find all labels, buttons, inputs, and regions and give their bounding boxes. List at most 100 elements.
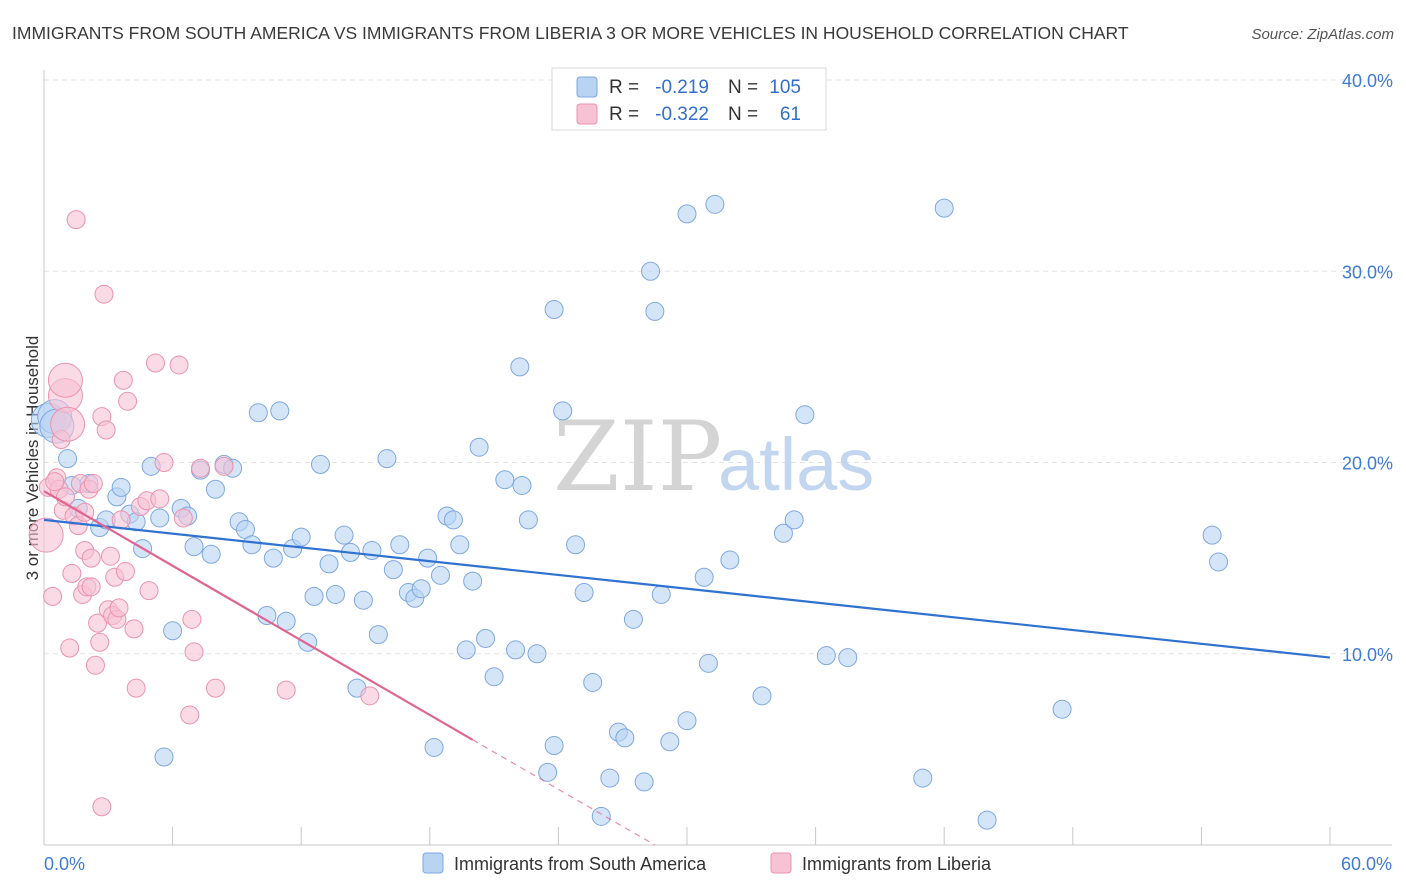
- data-point: [242, 535, 262, 555]
- y-tick-label: 20.0%: [1342, 454, 1393, 474]
- data-point: [205, 479, 225, 499]
- data-point: [544, 300, 564, 319]
- data-point: [81, 548, 101, 568]
- data-point: [698, 653, 718, 673]
- data-point: [47, 362, 83, 398]
- data-point: [100, 546, 120, 566]
- legend-series: Immigrants from South America Immigrants…: [422, 852, 992, 874]
- data-point: [784, 510, 804, 530]
- data-point: [431, 565, 451, 585]
- data-point: [150, 489, 170, 509]
- data-point: [28, 517, 64, 553]
- data-point: [615, 728, 635, 748]
- data-point: [600, 768, 620, 788]
- data-point: [184, 537, 204, 557]
- data-point: [424, 737, 444, 757]
- legend-n-value-1: 105: [769, 77, 801, 98]
- series-liberia-points: [28, 210, 380, 817]
- data-point: [184, 642, 204, 662]
- legend-n-label-1: N =: [728, 77, 758, 98]
- data-point: [418, 548, 438, 568]
- chart-title: IMMIGRANTS FROM SOUTH AMERICA VS IMMIGRA…: [12, 23, 1129, 43]
- data-point: [58, 449, 78, 469]
- watermark: ZIP atlas: [553, 401, 874, 513]
- data-point: [752, 686, 772, 706]
- data-point: [469, 437, 489, 457]
- data-point: [109, 598, 129, 618]
- data-point: [1202, 525, 1222, 545]
- data-point: [443, 510, 463, 530]
- data-point: [484, 667, 504, 687]
- data-point: [180, 705, 200, 725]
- data-point: [319, 554, 339, 574]
- data-point: [677, 204, 697, 224]
- data-point: [263, 548, 283, 568]
- data-point: [390, 535, 410, 555]
- data-point: [838, 648, 858, 668]
- legend-stats: R = -0.219 N = 105 R = -0.322 N = 61: [551, 67, 827, 131]
- data-point: [111, 477, 131, 497]
- data-point: [506, 640, 526, 660]
- data-point: [934, 198, 954, 218]
- legend-n-label-2: N =: [728, 104, 758, 125]
- trend-line-liberia-extension: [472, 739, 656, 846]
- data-point: [720, 550, 740, 570]
- data-point: [641, 261, 661, 281]
- data-point: [512, 475, 532, 495]
- bottom-legend-label-liberia: Immigrants from Liberia: [802, 854, 992, 874]
- data-point: [360, 686, 380, 706]
- data-point: [913, 768, 933, 788]
- data-point: [111, 510, 131, 530]
- data-point: [591, 806, 611, 826]
- data-point: [154, 747, 174, 767]
- data-point: [169, 355, 189, 375]
- data-point: [276, 611, 296, 631]
- data-point: [43, 586, 63, 606]
- data-point: [214, 456, 234, 476]
- bottom-legend-label-south-america: Immigrants from South America: [454, 854, 707, 874]
- data-point: [154, 453, 174, 472]
- data-point: [527, 644, 547, 664]
- data-point: [50, 406, 86, 442]
- data-point: [201, 544, 221, 564]
- data-point: [139, 581, 159, 601]
- data-point: [518, 510, 538, 530]
- legend-r-label-1: R =: [609, 77, 639, 98]
- data-point: [694, 567, 714, 587]
- data-point: [368, 625, 388, 645]
- data-point: [645, 301, 665, 321]
- data-point: [145, 353, 165, 373]
- data-point: [92, 797, 112, 817]
- data-point: [325, 584, 345, 604]
- data-point: [816, 646, 836, 666]
- data-point: [463, 571, 483, 591]
- data-point: [362, 540, 382, 560]
- y-tick-labels: 10.0% 20.0% 30.0% 40.0%: [1342, 71, 1393, 665]
- data-point: [566, 535, 586, 555]
- y-tick-label: 10.0%: [1342, 645, 1393, 665]
- data-point: [94, 284, 114, 304]
- data-point: [60, 638, 80, 658]
- data-point: [377, 449, 397, 469]
- data-point: [83, 474, 103, 494]
- data-point: [574, 583, 594, 603]
- data-point: [795, 405, 815, 425]
- data-point: [90, 632, 110, 652]
- legend-swatch-pink: [576, 103, 598, 125]
- data-point: [81, 577, 101, 597]
- data-point: [150, 508, 170, 528]
- data-point: [634, 772, 654, 792]
- data-point: [623, 609, 643, 629]
- x-axis-ticks: [43, 827, 1331, 845]
- data-point: [544, 736, 564, 756]
- data-point: [495, 470, 515, 490]
- watermark-atlas: atlas: [718, 423, 874, 506]
- data-point: [173, 508, 193, 528]
- legend-r-label-2: R =: [609, 104, 639, 125]
- data-point: [1209, 552, 1229, 572]
- legend-r-value-2: -0.322: [655, 104, 709, 125]
- data-point: [411, 579, 431, 599]
- data-point: [126, 678, 146, 698]
- x-tick-label-min: 0.0%: [44, 854, 85, 874]
- data-point: [456, 640, 476, 660]
